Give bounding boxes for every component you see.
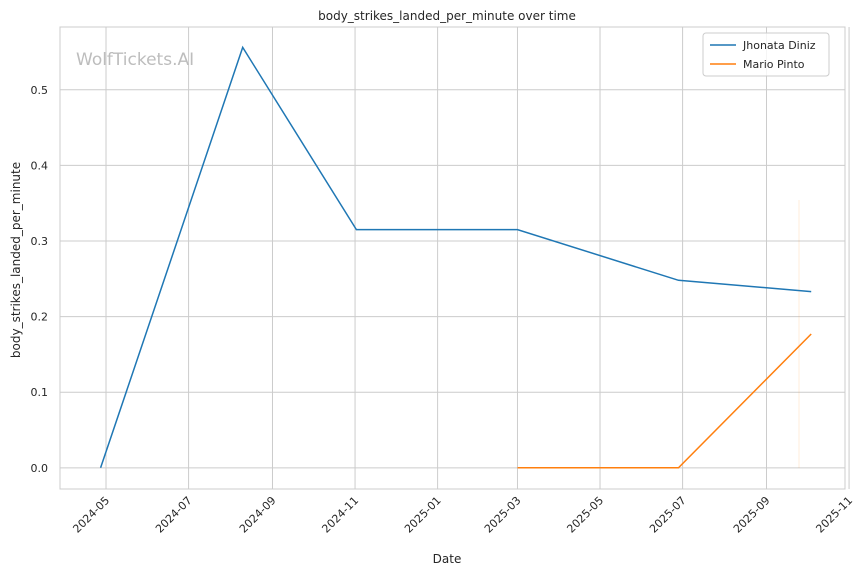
plot-area-frame — [59, 26, 846, 490]
y-tick-label: 0.2 — [31, 311, 49, 324]
y-tick-label: 0.1 — [31, 386, 49, 399]
legend: Jhonata Diniz Mario Pinto — [702, 32, 830, 77]
y-tick-label: 0.0 — [31, 462, 49, 475]
y-tick-label: 0.5 — [31, 84, 49, 97]
watermark: WolfTickets.AI — [76, 50, 194, 70]
x-axis-label: Date — [433, 552, 462, 566]
legend-box — [702, 32, 830, 77]
grid — [60, 27, 850, 489]
series-lines — [99, 45, 812, 469]
y-axis-label: body_strikes_landed_per_minute — [9, 162, 23, 358]
series-line-jhonata-diniz — [99, 45, 812, 469]
y-tick-labels: 0.0 0.1 0.2 0.3 0.4 0.5 — [31, 84, 49, 475]
legend-label-mario-pinto: Mario Pinto — [743, 58, 805, 71]
legend-label-jhonata-diniz: Jhonata Diniz — [742, 39, 816, 52]
series-line-mario-pinto — [517, 333, 812, 469]
chart-title: body_strikes_landed_per_minute over time — [318, 9, 576, 23]
y-tick-label: 0.4 — [31, 159, 49, 172]
y-tick-label: 0.3 — [31, 235, 49, 248]
